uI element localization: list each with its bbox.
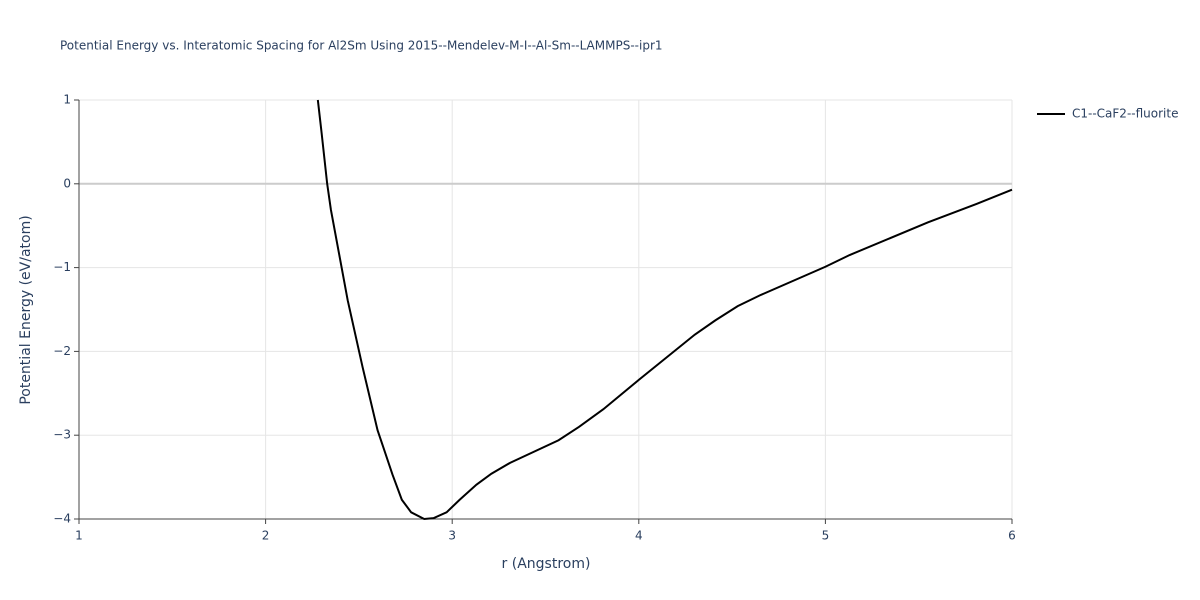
x-axis-label: r (Angstrom) <box>502 556 591 572</box>
legend-label: C1--CaF2--fluorite <box>1072 107 1178 121</box>
x-tick-label: 4 <box>635 529 643 543</box>
y-tick-label: 1 <box>63 93 71 107</box>
y-tick-label: 0 <box>63 176 71 190</box>
y-tick-label: −1 <box>53 260 71 274</box>
line-series <box>316 99 1013 521</box>
x-tick-label: 6 <box>1008 529 1016 543</box>
x-tick-label: 5 <box>822 529 830 543</box>
x-tick-label: 2 <box>262 529 270 543</box>
y-axis-label: Potential Energy (eV/atom) <box>18 215 34 404</box>
y-tick-label: −3 <box>53 428 71 442</box>
y-tick-label: −2 <box>53 344 71 358</box>
chart-title: Potential Energy vs. Interatomic Spacing… <box>60 39 663 53</box>
x-tick-label: 3 <box>448 529 456 543</box>
x-tick-label: 1 <box>75 529 83 543</box>
y-tick-label: −4 <box>53 512 71 526</box>
